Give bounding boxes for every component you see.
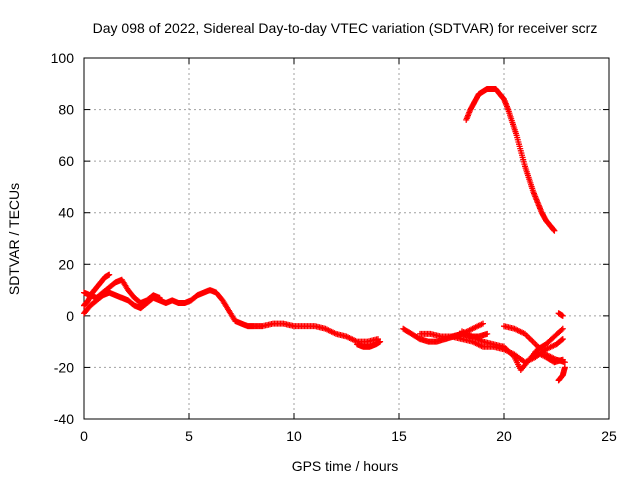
data-point-599	[558, 336, 565, 343]
chart-title: Day 098 of 2022, Sidereal Day-to-day VTE…	[93, 20, 598, 36]
data-point-600	[559, 336, 566, 343]
y-tick-label: 80	[58, 102, 74, 118]
axis-ticks: 0 5 10 15 20 25 -40 -20 0 20 40 60 80 100	[51, 50, 617, 444]
data-point-765	[559, 356, 566, 363]
y-axis-label: SDTVAR / TECUs	[6, 183, 22, 295]
data-points	[81, 85, 568, 384]
data-point-401	[106, 271, 113, 278]
y-tick-label: -20	[54, 359, 74, 375]
x-tick-label: 5	[185, 428, 193, 444]
x-tick-label: 0	[80, 428, 88, 444]
data-point-700	[559, 325, 566, 332]
x-tick-label: 10	[286, 428, 302, 444]
y-tick-label: 100	[51, 50, 75, 66]
y-tick-label: 60	[58, 153, 74, 169]
data-point-788	[559, 312, 566, 319]
x-axis-label: GPS time / hours	[292, 458, 399, 474]
data-point-501	[484, 330, 491, 337]
y-tick-label: -40	[54, 411, 74, 427]
y-tick-label: 40	[58, 205, 74, 221]
x-tick-label: 25	[601, 428, 617, 444]
grid-lines	[84, 58, 609, 419]
data-point-780	[561, 364, 568, 371]
y-tick-label: 0	[66, 308, 74, 324]
data-point-936	[551, 227, 558, 234]
data-point-699	[558, 326, 565, 333]
x-tick-label: 15	[391, 428, 407, 444]
data-point-430	[377, 338, 384, 345]
y-tick-label: 20	[58, 256, 74, 272]
plot-frame	[83, 57, 610, 420]
x-tick-label: 20	[496, 428, 512, 444]
data-point-358	[156, 294, 163, 301]
data-point-622	[480, 320, 486, 327]
